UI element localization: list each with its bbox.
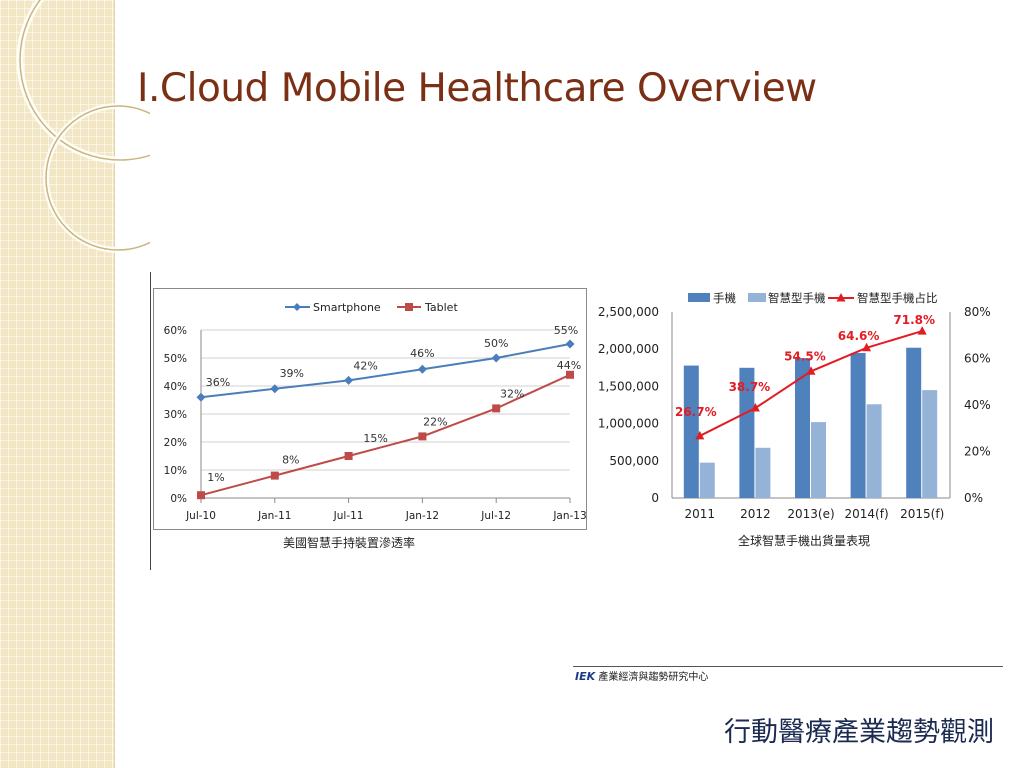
smartphone-data-label: 50%	[484, 337, 508, 350]
smartphone-point	[344, 375, 354, 385]
smartphone-data-label: 55%	[554, 324, 578, 337]
x-tick-label: 2013(e)	[787, 507, 834, 521]
legend-handset-label: 手機	[713, 291, 736, 305]
share-data-label: 64.6%	[838, 329, 880, 343]
tablet-data-label: 32%	[500, 387, 524, 400]
source-divider	[573, 666, 1003, 667]
share-point	[917, 326, 927, 335]
y-tick-label: 0%	[170, 493, 187, 505]
footer-title: 行動醫療產業趨勢觀測	[724, 717, 994, 748]
decorative-rings	[16, 0, 150, 253]
shipment-combo-chart: 0 500,000 1,000,000 1,500,000 2,000,000 2,500…	[598, 291, 991, 521]
left-y-tick-label: 2,500,000	[598, 305, 659, 319]
share-point	[695, 430, 705, 440]
handset-bar	[795, 358, 810, 498]
x-tick-label: Jul-11	[333, 510, 364, 522]
smartphone-point	[417, 364, 427, 374]
tablet-data-label: 22%	[423, 415, 447, 428]
x-tick-label: Jan-12	[405, 510, 439, 522]
tablet-point	[270, 471, 279, 480]
right-y-tick-label: 80%	[964, 305, 991, 319]
x-tick-label: Jul-12	[480, 510, 511, 522]
tablet-point	[566, 370, 574, 379]
share-data-label: 38.7%	[729, 380, 771, 394]
y-tick-label: 10%	[164, 465, 187, 477]
handset-bar	[683, 365, 699, 498]
divider-line	[150, 272, 151, 570]
smartphone-bar	[699, 462, 715, 498]
slide-title: I.Cloud Mobile Healthcare Overview	[137, 66, 817, 111]
tablet-point	[492, 404, 501, 413]
right-y-tick-label: 60%	[964, 352, 991, 366]
left-y-tick-label: 2,000,000	[598, 342, 659, 356]
right-y-tick-label: 20%	[964, 445, 991, 459]
left-y-tick-label: 1,500,000	[598, 379, 659, 393]
share-point	[750, 403, 760, 412]
left-y-tick-label: 1,000,000	[598, 417, 659, 431]
smartphone-bar	[866, 404, 882, 498]
tablet-point	[197, 491, 205, 500]
smartphone-point	[491, 353, 501, 363]
x-tick-label: 2015(f)	[900, 507, 944, 521]
decorative-sidebar	[0, 0, 115, 768]
x-tick-label: Jul-10	[185, 510, 216, 522]
legend-tablet-marker	[405, 303, 413, 311]
legend-share-label: 智慧型手機占比	[857, 291, 938, 305]
source-brand: IEK	[575, 670, 596, 683]
y-tick-label: 20%	[164, 437, 187, 449]
y-tick-label: 60%	[164, 325, 187, 337]
y-tick-label: 50%	[164, 353, 187, 365]
share-point	[806, 366, 816, 375]
x-tick-label: 2012	[740, 507, 771, 521]
smartphone-bar	[922, 390, 938, 498]
penetration-line-chart: 0% 10% 20% 30% 40% 50% 60% Jul-10 Jan-11 Jul-11 Ja…	[164, 301, 587, 522]
left-y-tick-label: 0	[651, 491, 659, 505]
legend-share-marker	[836, 293, 846, 302]
share-data-label: 71.8%	[893, 313, 935, 327]
smartphone-bar	[755, 447, 771, 498]
smartphone-point	[270, 384, 280, 394]
legend-smartphone-label: 智慧型手機	[768, 291, 826, 305]
right-y-tick-label: 40%	[964, 398, 991, 412]
tablet-series-line	[200, 373, 571, 497]
y-tick-label: 30%	[164, 409, 187, 421]
share-data-label: 26.7%	[675, 405, 717, 419]
smartphone-data-label: 46%	[410, 347, 434, 360]
x-tick-label: Jan-11	[257, 510, 291, 522]
share-data-label: 54.5%	[784, 349, 826, 363]
source-text: 產業經濟與趨勢研究中心	[598, 672, 709, 683]
tablet-data-label: 1%	[207, 471, 224, 484]
legend-tablet-label: Tablet	[424, 301, 458, 314]
handset-bar	[739, 367, 755, 498]
smartphone-bar	[811, 422, 826, 498]
left-y-tick-label: 500,000	[609, 454, 659, 468]
tablet-point	[418, 432, 427, 441]
x-tick-label: 2014(f)	[845, 507, 889, 521]
legend-smartphone-marker	[293, 303, 301, 311]
smartphone-data-label: 39%	[280, 367, 304, 380]
handset-bar	[906, 347, 922, 498]
smartphone-point	[196, 392, 206, 402]
smartphone-point	[565, 339, 575, 349]
smartphone-series-line	[200, 343, 571, 399]
smartphone-data-label: 36%	[206, 376, 230, 389]
tablet-data-label: 15%	[363, 432, 387, 445]
y-tick-label: 40%	[164, 381, 187, 393]
legend-smartphone-swatch	[748, 293, 766, 302]
x-tick-label: Jan-13	[552, 510, 586, 522]
legend-handset-swatch	[688, 293, 710, 302]
penetration-chart-caption: 美國智慧手持裝置滲透率	[283, 536, 416, 550]
x-tick-label: 2011	[685, 507, 716, 521]
tablet-point	[344, 452, 353, 460]
right-y-tick-label: 0%	[964, 491, 983, 505]
source-credit: IEK 產業經濟與趨勢研究中心	[575, 668, 708, 683]
share-point	[862, 342, 872, 352]
smartphone-data-label: 42%	[353, 359, 377, 372]
tablet-data-label: 8%	[282, 454, 299, 467]
tablet-data-label: 44%	[557, 359, 581, 372]
legend-smartphone-label: Smartphone	[313, 301, 381, 314]
shipment-chart-caption: 全球智慧手機出貨量表現	[738, 534, 871, 548]
handset-bar	[850, 352, 866, 498]
